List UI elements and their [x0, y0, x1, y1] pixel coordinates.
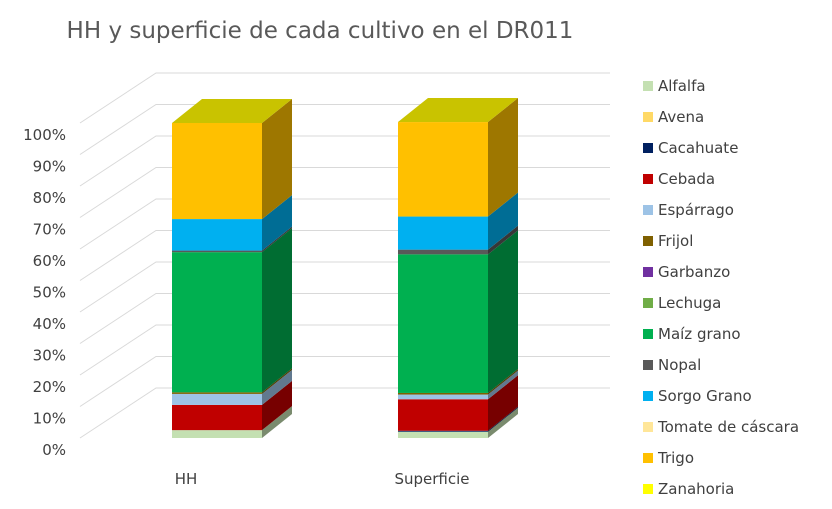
- legend-label: Nopal: [658, 356, 701, 374]
- gridline: [79, 356, 610, 407]
- bar-segment-side: [262, 380, 292, 431]
- bar-segment: [398, 254, 488, 393]
- y-tick-label: 100%: [23, 126, 66, 144]
- legend-swatch: [643, 329, 653, 339]
- legend-label: Maíz grano: [658, 325, 741, 343]
- bar-segment: [172, 404, 262, 431]
- bar-segment-side: [488, 192, 518, 250]
- gridline: [79, 167, 610, 218]
- bar-segment: [398, 122, 488, 217]
- bar-segment: [398, 216, 488, 250]
- legend-swatch: [643, 205, 653, 215]
- legend-swatch: [643, 236, 653, 246]
- bar-segment-side: [488, 230, 518, 393]
- bar-segment: [398, 394, 488, 400]
- x-category-label: Superficie: [394, 470, 469, 488]
- legend-label: Lechuga: [658, 294, 721, 312]
- bar-segment: [398, 392, 488, 395]
- y-tick-label: 0%: [42, 441, 66, 459]
- legend-label: Sorgo Grano: [658, 387, 752, 405]
- y-tick-label: 10%: [33, 410, 66, 428]
- bar-segment-side: [488, 407, 518, 438]
- bar-segment: [172, 250, 262, 253]
- bar-segment: [172, 252, 262, 393]
- bar-segment: [398, 249, 488, 255]
- legend-label: Tomate de cáscara: [657, 418, 799, 436]
- legend-label: Trigo: [657, 449, 694, 467]
- bar-segment-side: [488, 375, 518, 431]
- bar-segment-side: [262, 228, 292, 393]
- legend-swatch: [643, 112, 653, 122]
- x-category-label: HH: [175, 470, 198, 488]
- chart-title: HH y superficie de cada cultivo en el DR…: [66, 18, 574, 44]
- legend-swatch: [643, 391, 653, 401]
- gridline: [79, 72, 610, 124]
- gridline: [79, 387, 610, 439]
- y-tick-label: 70%: [33, 221, 66, 239]
- y-tick-label: 30%: [33, 347, 66, 365]
- legend-label: Cebada: [658, 170, 715, 188]
- bar-segment-side: [488, 368, 518, 395]
- legend-swatch: [643, 360, 653, 370]
- y-tick-label: 90%: [33, 158, 66, 176]
- legend-swatch: [643, 422, 653, 432]
- legend-label: Garbanzo: [658, 263, 730, 281]
- legend-swatch: [643, 453, 653, 463]
- bar-segment: [398, 430, 488, 432]
- gridline: [79, 230, 610, 281]
- gridline: [79, 293, 610, 344]
- bar-segment-side: [488, 98, 518, 217]
- gridline: [79, 324, 610, 376]
- bar-segment: [172, 430, 262, 438]
- y-tick-label: 80%: [33, 189, 66, 207]
- gridline: [79, 261, 610, 313]
- legend-label: Espárrago: [658, 201, 734, 219]
- bar-segment: [172, 123, 262, 220]
- legend-label: Alfalfa: [658, 77, 706, 95]
- y-tick-label: 50%: [33, 284, 66, 302]
- legend-swatch: [643, 298, 653, 308]
- bar-segment-side: [488, 406, 518, 432]
- legend-swatch: [643, 484, 653, 494]
- gridline: [79, 104, 610, 155]
- legend-label: Frijol: [658, 232, 693, 250]
- bar-segment-side: [262, 368, 292, 394]
- y-tick-label: 60%: [33, 252, 66, 270]
- legend-swatch: [643, 267, 653, 277]
- bar-segment: [398, 399, 488, 431]
- legend-label: Cacahuate: [658, 139, 738, 157]
- legend-swatch: [643, 143, 653, 153]
- bar-segment: [172, 392, 262, 394]
- legend-swatch: [643, 81, 653, 91]
- legend-swatch: [643, 174, 653, 184]
- gridline: [79, 198, 610, 250]
- bar-segment: [172, 393, 262, 405]
- gridline: [79, 135, 610, 187]
- bar-segment-side: [488, 370, 518, 400]
- legend-label: Zanahoria: [658, 480, 734, 498]
- y-tick-label: 20%: [33, 378, 66, 396]
- bar-segment-side: [262, 406, 292, 438]
- legend-label: Avena: [658, 108, 704, 126]
- bar-segment-side: [262, 195, 292, 251]
- bar-segment-side: [488, 225, 518, 255]
- bar-segment-side: [262, 226, 292, 253]
- bar-segment: [398, 431, 488, 438]
- y-tick-label: 40%: [33, 315, 66, 333]
- bar-top: [172, 99, 292, 123]
- bar-segment: [172, 219, 262, 251]
- bar-segment-side: [262, 99, 292, 220]
- bar-segment-side: [262, 369, 292, 405]
- bar-top: [398, 98, 518, 123]
